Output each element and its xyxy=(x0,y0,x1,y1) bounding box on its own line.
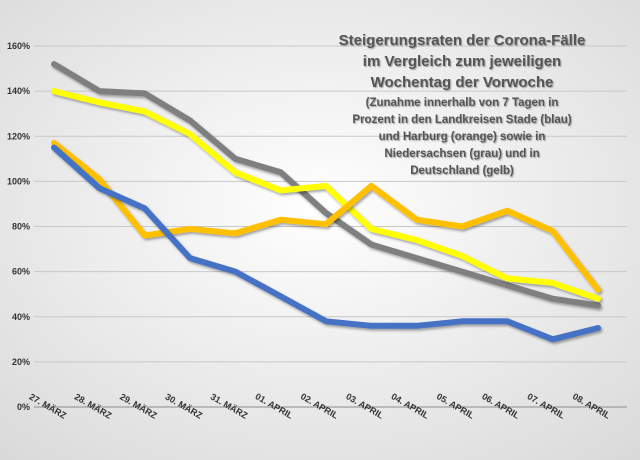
series-lines xyxy=(51,61,601,343)
y-tick-label: 60% xyxy=(12,267,30,277)
y-tick-label: 0% xyxy=(17,402,30,412)
y-tick-label: 140% xyxy=(7,86,30,96)
y-axis-ticks: 0% 20% 40% 60% 80% 100% 120% 140% 160% xyxy=(7,41,30,412)
title-line-1: Steigerungsraten der Corona-Fälle xyxy=(339,32,586,49)
subtitle-line-5: Deutschland (gelb) xyxy=(410,165,514,177)
subtitle-line-4: Niedersachsen (grau) und in xyxy=(384,148,539,160)
title-line-2: im Vergleich zum jeweiligen xyxy=(363,53,561,70)
subtitle-line-1: (Zunahme innerhalb von 7 Tagen in xyxy=(366,97,559,109)
subtitle-line-3: und Harburg (orange) sowie in xyxy=(379,131,546,143)
y-tick-label: 100% xyxy=(7,176,30,186)
series-line xyxy=(51,88,601,302)
y-tick-label: 160% xyxy=(7,41,30,51)
y-tick-label: 40% xyxy=(12,312,30,322)
title-line-3: Wochentag der Vorwoche xyxy=(371,74,554,91)
series-line xyxy=(51,61,601,309)
y-tick-label: 120% xyxy=(7,131,30,141)
chart-title: Steigerungsraten der Corona-Fälle im Ver… xyxy=(339,32,586,177)
series-line xyxy=(51,144,601,343)
y-tick-label: 20% xyxy=(12,357,30,367)
subtitle-line-2: Prozent in den Landkreisen Stade (blau) xyxy=(352,114,571,126)
series-line xyxy=(51,140,601,293)
y-tick-label: 80% xyxy=(12,222,30,232)
